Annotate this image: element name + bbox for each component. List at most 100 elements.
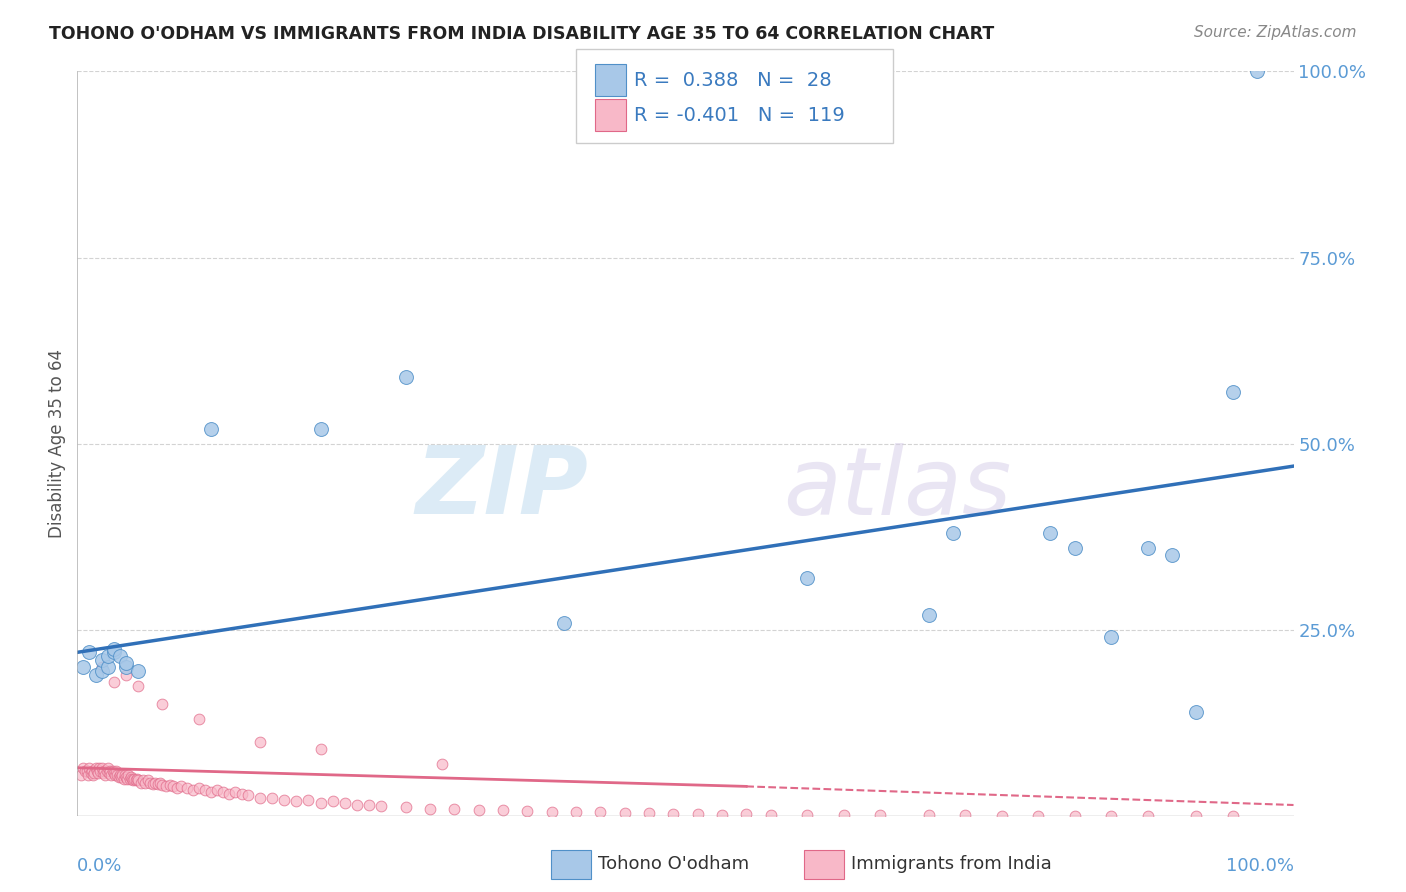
Point — [117, 768, 139, 782]
Point — [72, 660, 94, 674]
Point — [638, 806, 661, 821]
Point — [122, 773, 145, 788]
Point — [297, 793, 319, 807]
Point — [132, 773, 155, 788]
Point — [94, 768, 117, 782]
Point — [97, 660, 120, 674]
Point — [309, 796, 332, 810]
Point — [80, 764, 103, 779]
Point — [589, 805, 612, 820]
Point — [249, 790, 271, 805]
Point — [120, 771, 142, 785]
Point — [710, 807, 733, 822]
Point — [84, 667, 107, 681]
Point — [467, 803, 489, 817]
Point — [181, 783, 204, 797]
Point — [97, 761, 120, 775]
Point — [166, 780, 188, 795]
Point — [103, 645, 125, 659]
Point — [93, 764, 115, 779]
Text: atlas: atlas — [783, 443, 1011, 534]
Point — [796, 807, 818, 822]
Point — [134, 775, 156, 789]
Point — [309, 422, 332, 436]
Point — [540, 805, 562, 819]
Point — [115, 771, 138, 785]
Point — [613, 806, 636, 821]
Point — [136, 773, 159, 788]
Point — [346, 797, 368, 812]
Point — [110, 771, 132, 785]
Point — [127, 664, 149, 678]
Point — [107, 768, 129, 782]
Point — [735, 806, 758, 821]
Point — [260, 790, 283, 805]
Point — [118, 772, 141, 786]
Point — [249, 735, 271, 749]
Point — [124, 772, 146, 786]
Point — [108, 648, 131, 663]
Point — [565, 805, 588, 820]
Point — [149, 775, 172, 789]
Point — [200, 784, 222, 798]
Point — [370, 799, 392, 814]
Point — [395, 800, 418, 814]
Point — [224, 784, 246, 798]
Text: R =  0.388   N =  28: R = 0.388 N = 28 — [634, 70, 832, 90]
Point — [83, 766, 105, 780]
Point — [129, 775, 152, 789]
Point — [76, 764, 98, 779]
Point — [516, 804, 538, 818]
Point — [97, 648, 120, 663]
Point — [108, 768, 131, 782]
Point — [114, 768, 136, 782]
Point — [115, 657, 138, 671]
Point — [1136, 541, 1159, 555]
Point — [430, 757, 453, 772]
Point — [125, 772, 148, 786]
Point — [90, 653, 112, 667]
Point — [188, 780, 211, 795]
Point — [869, 808, 891, 822]
Point — [1246, 64, 1268, 78]
Point — [90, 664, 112, 678]
Point — [170, 780, 193, 794]
Point — [1222, 384, 1244, 399]
Point — [121, 772, 143, 786]
Point — [70, 768, 93, 782]
Text: Source: ZipAtlas.com: Source: ZipAtlas.com — [1194, 25, 1357, 40]
Point — [176, 780, 198, 795]
Point — [395, 369, 418, 384]
Point — [96, 764, 118, 779]
Point — [162, 780, 184, 794]
Point — [101, 764, 124, 779]
Point — [115, 667, 138, 681]
Point — [322, 794, 344, 808]
Point — [103, 675, 125, 690]
Point — [492, 803, 515, 817]
Point — [139, 775, 162, 789]
Point — [443, 802, 465, 816]
Point — [309, 742, 332, 756]
Point — [990, 808, 1012, 822]
Point — [236, 789, 259, 803]
Point — [87, 766, 110, 780]
Point — [1185, 705, 1208, 719]
Point — [73, 764, 96, 779]
Point — [205, 783, 228, 797]
Point — [953, 808, 976, 822]
Point — [80, 766, 103, 780]
Point — [98, 764, 121, 779]
Point — [127, 773, 149, 788]
Point — [103, 641, 125, 656]
Point — [82, 768, 104, 782]
Point — [146, 777, 169, 791]
Point — [218, 787, 240, 801]
Point — [1222, 809, 1244, 823]
Point — [419, 802, 441, 816]
Point — [1185, 809, 1208, 823]
Point — [200, 422, 222, 436]
Point — [662, 806, 685, 821]
Point — [72, 761, 94, 775]
Point — [759, 807, 782, 822]
